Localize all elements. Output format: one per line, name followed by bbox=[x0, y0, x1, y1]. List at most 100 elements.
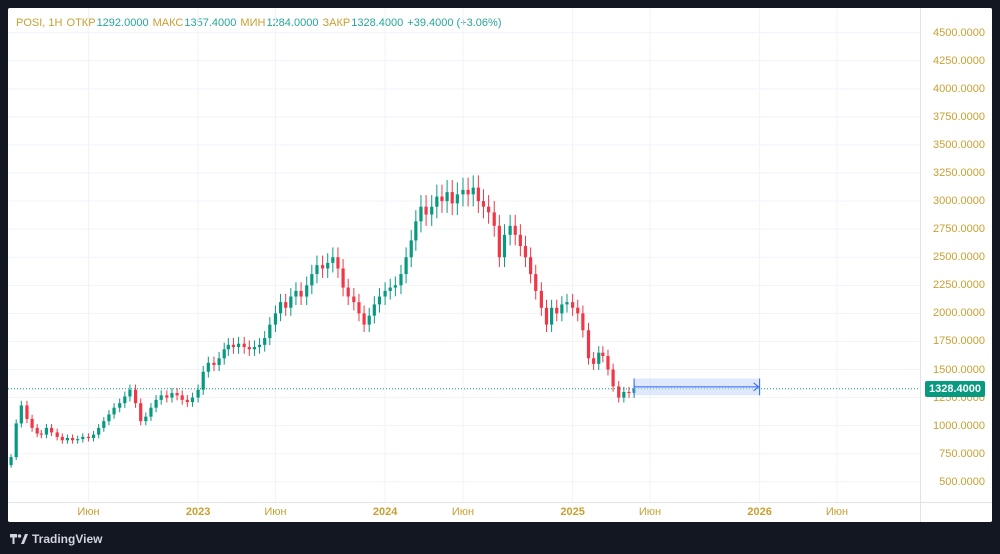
candle-body bbox=[622, 391, 626, 398]
candle-body bbox=[35, 427, 39, 434]
time-axis[interactable]: Июн 2023 Июн 2024 Июн 2025 Июн 2026 Июн bbox=[8, 502, 920, 522]
candle-body bbox=[414, 221, 418, 241]
candle-body bbox=[268, 324, 272, 339]
y-tick-label: 500.0000 bbox=[939, 475, 985, 488]
legend-close-value: 1328.4000 bbox=[351, 17, 404, 29]
candle-body bbox=[555, 307, 559, 314]
candle-body bbox=[196, 389, 200, 398]
candle-body bbox=[226, 344, 230, 350]
candle-body bbox=[367, 315, 371, 325]
candle-body bbox=[102, 421, 106, 428]
candle-body bbox=[263, 338, 267, 345]
candle-body bbox=[310, 274, 314, 286]
x-tick-label: Июн bbox=[264, 506, 287, 518]
candle-body bbox=[523, 246, 528, 258]
candle-body bbox=[435, 196, 439, 207]
y-tick-label: 4250.0000 bbox=[933, 54, 985, 67]
candle-body bbox=[81, 436, 85, 440]
y-tick-label: 750.0000 bbox=[939, 447, 985, 460]
y-tick-label: 2250.0000 bbox=[933, 279, 985, 292]
candle-body bbox=[252, 347, 257, 350]
candle-body bbox=[357, 302, 361, 314]
candle-body bbox=[341, 268, 345, 288]
candle-body bbox=[627, 391, 631, 393]
candle-body bbox=[336, 257, 340, 269]
candle-body bbox=[581, 313, 585, 331]
x-tick-label: 2023 bbox=[185, 506, 211, 518]
legend-low-label: МИН bbox=[240, 17, 266, 29]
candle-body bbox=[206, 362, 210, 372]
candle-body bbox=[362, 313, 366, 325]
y-tick-label: 2000.0000 bbox=[933, 307, 985, 320]
legend-symbol[interactable]: POSI, 1H bbox=[16, 17, 63, 29]
candle-body bbox=[236, 343, 241, 348]
candle-body bbox=[170, 393, 174, 398]
candle-body bbox=[278, 302, 283, 314]
y-tick-label: 1750.0000 bbox=[933, 335, 985, 348]
candle-body bbox=[175, 393, 179, 396]
candle-body bbox=[430, 206, 434, 215]
candle-body bbox=[393, 285, 397, 288]
tradingview-logo[interactable]: TradingView bbox=[10, 530, 102, 548]
candle-body bbox=[539, 290, 543, 308]
candle-body bbox=[352, 296, 356, 303]
y-tick-label: 4000.0000 bbox=[933, 82, 985, 95]
price-axis[interactable]: 500.0000 750.0000 1000.0000 1250.0000 1500.0… bbox=[920, 8, 992, 502]
legend-open-value: 1292.0000 bbox=[96, 17, 149, 29]
legend-close-label: ЗАКР bbox=[322, 17, 351, 29]
candle-body bbox=[445, 192, 449, 202]
candle-body bbox=[112, 407, 116, 415]
legend-change-value: +39.4000 (+3.06%) bbox=[407, 17, 502, 29]
candle-body bbox=[497, 225, 501, 258]
candle-body bbox=[544, 307, 549, 325]
candle-body bbox=[597, 352, 601, 364]
candle-body bbox=[550, 307, 554, 325]
candle-body bbox=[133, 389, 138, 404]
legend-high-label: МАКС bbox=[152, 17, 184, 29]
y-tick-label: 2750.0000 bbox=[933, 223, 985, 236]
candle-body bbox=[19, 405, 23, 424]
candle-body bbox=[586, 330, 591, 359]
candle-body bbox=[606, 356, 610, 370]
y-tick-label: 2500.0000 bbox=[933, 251, 985, 264]
candle-body bbox=[450, 192, 454, 204]
candle-body bbox=[86, 436, 91, 439]
candle-body bbox=[461, 189, 465, 195]
candle-body bbox=[502, 234, 507, 258]
candle-body bbox=[299, 290, 303, 297]
candle-body bbox=[481, 201, 486, 207]
candle-body bbox=[118, 403, 122, 408]
axis-corner bbox=[920, 502, 992, 522]
y-tick-label: 1500.0000 bbox=[933, 363, 985, 376]
candle-body bbox=[326, 262, 330, 269]
candle-body bbox=[165, 395, 169, 398]
candle-body bbox=[91, 434, 96, 439]
candle-body bbox=[139, 403, 143, 422]
candle-body bbox=[294, 290, 298, 297]
candle-body bbox=[571, 302, 575, 308]
candle-body bbox=[144, 416, 148, 422]
x-tick-label: Июн bbox=[825, 506, 849, 518]
date-range-arrow-head bbox=[753, 382, 760, 392]
candle-body bbox=[305, 285, 309, 297]
tradingview-wordmark: TradingView bbox=[32, 532, 103, 546]
candle-body bbox=[30, 418, 34, 428]
candle-body bbox=[60, 436, 64, 441]
candle-body bbox=[377, 296, 382, 305]
candle-body bbox=[372, 304, 376, 316]
y-tick-label: 3000.0000 bbox=[933, 195, 985, 208]
candle-body bbox=[565, 302, 569, 305]
candle-body bbox=[222, 349, 226, 359]
candle-body bbox=[424, 206, 428, 215]
y-tick-label: 4500.0000 bbox=[933, 26, 985, 39]
x-tick-label: Июн bbox=[451, 506, 475, 518]
candle-body bbox=[190, 397, 195, 403]
candle-body bbox=[180, 395, 184, 400]
candle-body bbox=[25, 405, 29, 419]
candle-body bbox=[455, 194, 459, 204]
candle-body bbox=[39, 433, 43, 435]
price-plot[interactable] bbox=[8, 8, 920, 502]
candle-body bbox=[346, 287, 350, 297]
candle-body bbox=[201, 371, 205, 390]
x-tick-label: 2026 bbox=[747, 506, 772, 518]
